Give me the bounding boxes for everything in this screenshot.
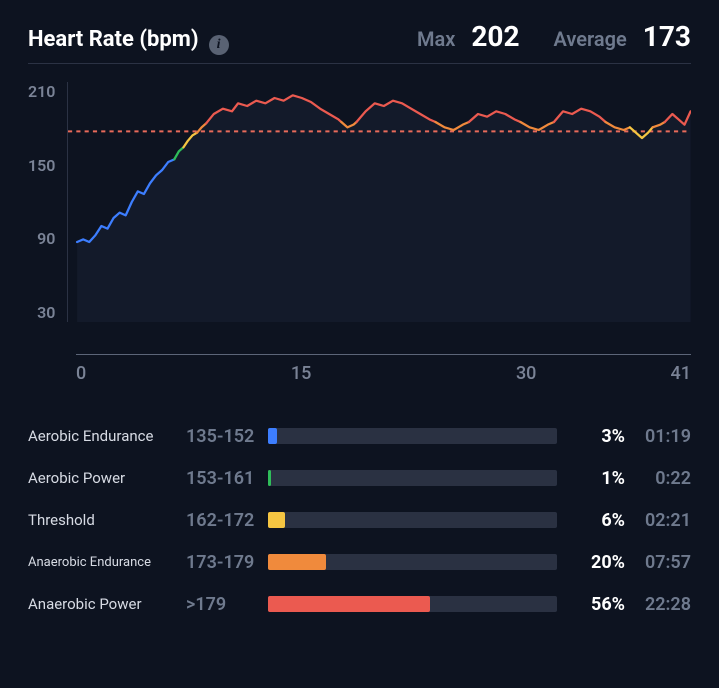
hr-line-svg bbox=[68, 82, 691, 322]
zone-bar-fill bbox=[268, 428, 277, 444]
x-tick: 41 bbox=[671, 363, 691, 384]
y-tick: 30 bbox=[28, 303, 55, 322]
zone-row: Anaerobic Endurance173-179 20%07:57 bbox=[28, 541, 691, 583]
zone-percent: 20% bbox=[571, 552, 625, 573]
zone-row: Aerobic Power153-161 1%0:22 bbox=[28, 457, 691, 499]
zone-range: 135-152 bbox=[186, 426, 268, 447]
x-tick: 30 bbox=[516, 363, 536, 384]
zone-range: >179 bbox=[186, 594, 268, 615]
plot-area[interactable] bbox=[67, 82, 691, 322]
y-tick: 210 bbox=[28, 82, 55, 101]
y-axis: 210 150 90 30 bbox=[28, 82, 67, 322]
x-tick: 15 bbox=[291, 363, 311, 384]
max-value: 202 bbox=[471, 20, 519, 53]
zone-bar bbox=[268, 470, 557, 486]
avg-value: 173 bbox=[643, 20, 691, 53]
heart-rate-panel: Heart Rate (bpm) i Max 202 Average 173 2… bbox=[0, 0, 719, 641]
zone-time: 22:28 bbox=[625, 594, 691, 615]
zone-time: 0:22 bbox=[625, 468, 691, 489]
y-tick: 90 bbox=[28, 229, 55, 248]
x-axis: 0 15 30 41 bbox=[76, 363, 691, 387]
zone-bar bbox=[268, 512, 557, 528]
panel-header: Heart Rate (bpm) i Max 202 Average 173 bbox=[28, 20, 691, 53]
zone-name: Aerobic Power bbox=[28, 469, 186, 487]
zone-time: 01:19 bbox=[625, 426, 691, 447]
panel-title: Heart Rate (bpm) bbox=[28, 27, 199, 52]
zone-range: 162-172 bbox=[186, 510, 268, 531]
zone-name: Anaerobic Endurance bbox=[28, 555, 186, 570]
zone-range: 173-179 bbox=[186, 552, 268, 573]
zone-bar bbox=[268, 596, 557, 612]
header-divider bbox=[28, 63, 691, 64]
zone-bar-fill bbox=[268, 596, 430, 612]
zone-name: Threshold bbox=[28, 511, 186, 529]
zone-bar-fill bbox=[268, 470, 271, 486]
zone-range: 153-161 bbox=[186, 468, 268, 489]
zone-time: 07:57 bbox=[625, 552, 691, 573]
x-axis-line bbox=[76, 354, 691, 355]
zone-row: Threshold162-172 6%02:21 bbox=[28, 499, 691, 541]
zone-percent: 56% bbox=[571, 594, 625, 615]
info-icon[interactable]: i bbox=[209, 35, 229, 55]
zone-name: Anaerobic Power bbox=[28, 595, 186, 613]
zone-bar bbox=[268, 554, 557, 570]
zone-percent: 3% bbox=[571, 426, 625, 447]
zone-bar-fill bbox=[268, 554, 326, 570]
avg-label: Average bbox=[554, 27, 627, 51]
max-label: Max bbox=[417, 27, 455, 51]
zone-percent: 1% bbox=[571, 468, 625, 489]
y-tick: 150 bbox=[28, 156, 55, 175]
zone-row: Aerobic Endurance135-152 3%01:19 bbox=[28, 415, 691, 457]
zone-name: Aerobic Endurance bbox=[28, 427, 186, 445]
zone-breakdown: Aerobic Endurance135-152 3%01:19 Aerobic P… bbox=[28, 415, 691, 625]
zone-percent: 6% bbox=[571, 510, 625, 531]
hr-chart: 210 150 90 30 bbox=[28, 82, 691, 352]
zone-time: 02:21 bbox=[625, 510, 691, 531]
zone-row: Anaerobic Power>179 56%22:28 bbox=[28, 583, 691, 625]
zone-bar bbox=[268, 428, 557, 444]
x-tick: 0 bbox=[76, 363, 86, 384]
zone-bar-fill bbox=[268, 512, 285, 528]
